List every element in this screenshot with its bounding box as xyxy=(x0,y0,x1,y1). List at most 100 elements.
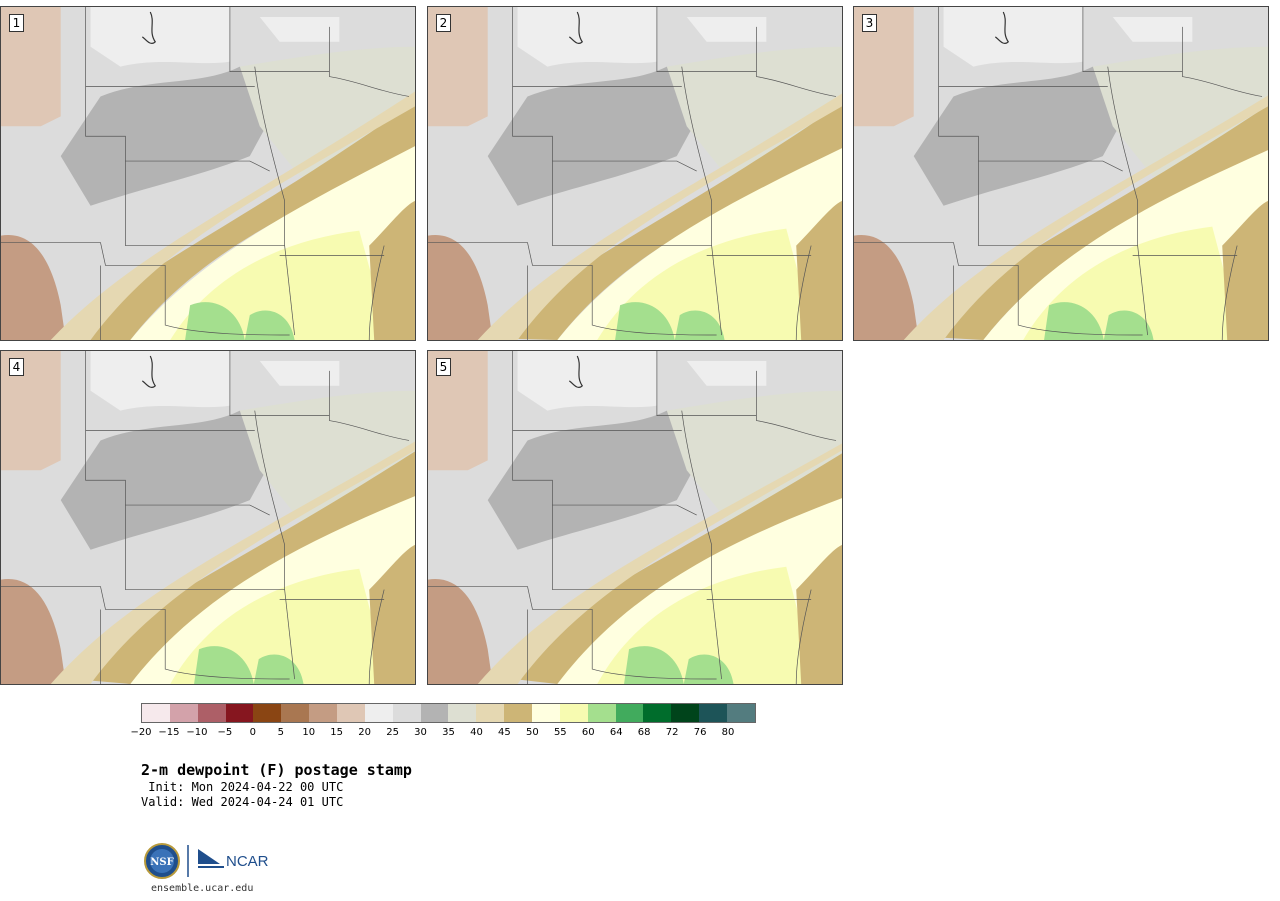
dewpoint-gradient-band xyxy=(796,544,842,684)
state-boundary xyxy=(284,245,295,336)
state-boundary xyxy=(711,589,722,680)
state-boundary xyxy=(681,410,712,590)
panel-label-2: 2 xyxy=(436,14,451,32)
state-boundary xyxy=(428,586,717,680)
state-boundary xyxy=(428,242,717,336)
arid-region xyxy=(428,7,488,127)
colorbar-tick-label: 76 xyxy=(693,727,707,738)
state-boundary xyxy=(938,7,1138,246)
arid-region xyxy=(1,235,66,340)
state-boundary xyxy=(254,66,285,246)
colorbar-tick-label: 55 xyxy=(553,727,567,738)
colorbar-swatch xyxy=(364,704,393,722)
coastline xyxy=(568,355,584,388)
dewpoint-map-5 xyxy=(428,351,842,684)
dry-region xyxy=(90,351,340,411)
state-boundary xyxy=(1182,26,1263,97)
map-panel-5: 5 xyxy=(427,350,843,685)
dewpoint-gradient-band xyxy=(487,453,842,684)
state-boundary xyxy=(795,245,812,340)
dewpoint-gradient-band xyxy=(369,200,415,340)
colorbar-swatch xyxy=(225,704,254,722)
colorbar-tick-label: −15 xyxy=(158,727,180,738)
dewpoint-gradient-band xyxy=(1222,200,1268,340)
colorbar-tick-label: 60 xyxy=(581,727,595,738)
dry-region xyxy=(943,7,1193,67)
ncar-logo-text: NCAR xyxy=(226,853,269,870)
map-panel-1: 1 xyxy=(0,6,416,341)
arid-region xyxy=(428,351,488,471)
dewpoint-gradient-band xyxy=(487,103,842,340)
dewpoint-map-2 xyxy=(428,7,842,340)
state-boundary xyxy=(978,160,1123,172)
state-boundary xyxy=(756,370,837,441)
colorbar-swatch xyxy=(643,704,672,722)
colorbar-tick-label: 25 xyxy=(386,727,399,738)
nsf-logo: NSF xyxy=(144,843,180,879)
colorbar-swatch xyxy=(281,704,310,722)
colorbar-swatch xyxy=(197,704,226,722)
colorbar-swatch xyxy=(504,704,533,722)
dewpoint-gradient-band xyxy=(50,441,415,684)
dewpoint-map-3 xyxy=(854,7,1268,340)
dewpoint-gradient-band xyxy=(913,105,1268,340)
colorbar-tick-label: 35 xyxy=(442,727,455,738)
colorbar-swatch xyxy=(142,704,170,722)
colorbar-tick-label: 20 xyxy=(358,727,371,738)
colorbar-swatch xyxy=(253,704,282,722)
state-boundary xyxy=(1,586,290,680)
panel-label-3: 3 xyxy=(862,14,877,32)
colorbar-swatch xyxy=(587,704,616,722)
dry-region xyxy=(60,410,280,550)
colorbar-tick-label: −5 xyxy=(217,727,233,738)
state-boundary xyxy=(756,26,837,97)
coastline xyxy=(568,11,584,44)
website-url[interactable]: ensemble.ucar.edu xyxy=(151,883,254,894)
colorbar-tick-label: 68 xyxy=(637,727,651,738)
dewpoint-gradient-band xyxy=(796,200,842,340)
dewpoint-map-1 xyxy=(1,7,415,340)
state-boundary xyxy=(1,242,290,336)
dewpoint-colorbar xyxy=(141,703,756,723)
dry-region xyxy=(90,7,340,67)
coastline xyxy=(994,11,1010,44)
state-boundary xyxy=(1107,66,1138,246)
state-boundary xyxy=(229,351,330,416)
humid-region xyxy=(1044,302,1154,340)
coastline xyxy=(141,11,157,44)
nsf-logo-text: NSF xyxy=(150,857,173,868)
state-boundary xyxy=(125,160,270,172)
colorbar-swatch xyxy=(309,704,338,722)
state-boundary xyxy=(85,351,285,590)
colorbar-tick-label: 30 xyxy=(414,727,427,738)
product-title: 2-m dewpoint (F) postage stamp xyxy=(141,761,412,779)
coastline xyxy=(141,355,157,388)
ncar-logo: NCAR xyxy=(198,849,269,870)
dewpoint-gradient-band xyxy=(60,451,415,684)
state-boundary xyxy=(368,245,385,340)
colorbar-swatch xyxy=(671,704,700,722)
state-boundary xyxy=(125,504,270,516)
colorbar-swatch xyxy=(476,704,505,722)
colorbar-tick-label: 50 xyxy=(525,727,539,738)
colorbar-swatch xyxy=(420,704,449,722)
state-boundary xyxy=(85,7,285,246)
state-boundary xyxy=(854,242,1143,336)
colorbar-tick-label: 10 xyxy=(302,727,316,738)
state-boundary xyxy=(254,410,285,590)
arid-region xyxy=(1,579,66,684)
state-boundary xyxy=(656,7,757,72)
arid-region xyxy=(1,7,61,127)
colorbar-swatch xyxy=(392,704,421,722)
panel-label-1: 1 xyxy=(9,14,24,32)
state-boundary xyxy=(656,351,757,416)
arid-region xyxy=(854,7,914,127)
map-panel-3: 3 xyxy=(853,6,1269,341)
state-boundary xyxy=(552,504,697,516)
dry-region xyxy=(487,66,707,206)
humid-region xyxy=(194,646,304,684)
arid-region xyxy=(428,235,493,340)
logo-group: NSF NCAR xyxy=(144,842,274,880)
state-boundary xyxy=(329,370,410,441)
state-boundary xyxy=(1221,245,1238,340)
